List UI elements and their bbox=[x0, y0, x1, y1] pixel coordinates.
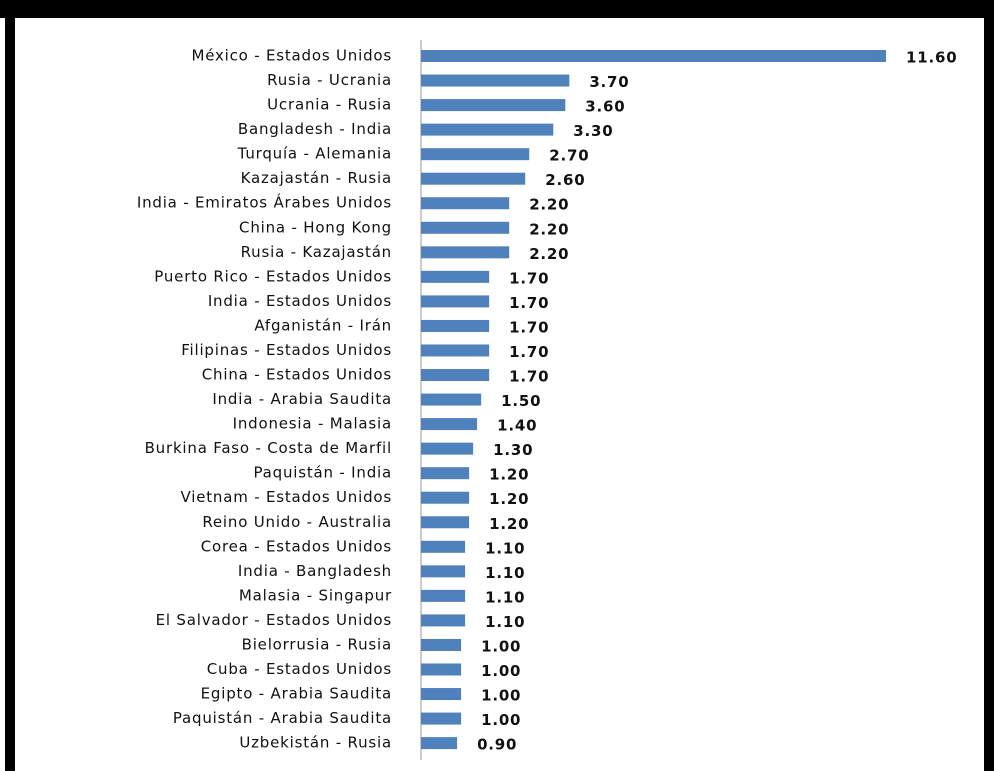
bar bbox=[421, 148, 530, 161]
value-label: 1.00 bbox=[481, 662, 521, 680]
category-label: El Salvador - Estados Unidos bbox=[156, 611, 392, 629]
value-label: 1.10 bbox=[485, 564, 525, 582]
value-label: 3.30 bbox=[573, 122, 613, 140]
value-label: 1.70 bbox=[509, 318, 549, 336]
value-label: 2.20 bbox=[529, 245, 569, 263]
value-label: 1.70 bbox=[509, 343, 549, 361]
bar bbox=[421, 712, 462, 725]
bar bbox=[421, 319, 490, 332]
bar bbox=[421, 418, 478, 431]
category-label: Rusia - Ucrania bbox=[267, 71, 392, 89]
category-label: Filipinas - Estados Unidos bbox=[181, 341, 392, 359]
category-label: México - Estados Unidos bbox=[191, 47, 392, 65]
value-label: 2.20 bbox=[529, 220, 569, 238]
category-label: Malasia - Singapur bbox=[239, 586, 392, 604]
value-label: 1.70 bbox=[509, 269, 549, 287]
category-label: Turquía - Alemania bbox=[237, 145, 392, 163]
category-label: Egipto - Arabia Saudita bbox=[201, 685, 392, 703]
frame-top bbox=[0, 0, 994, 18]
bar bbox=[421, 246, 510, 259]
frame-left bbox=[5, 0, 15, 771]
value-label: 1.00 bbox=[481, 711, 521, 729]
value-label: 1.10 bbox=[485, 613, 525, 631]
bar bbox=[421, 50, 886, 62]
category-label: China - Estados Unidos bbox=[202, 366, 392, 384]
bar bbox=[421, 221, 510, 234]
bar bbox=[421, 393, 482, 406]
category-label: Uzbekistán - Rusia bbox=[239, 734, 392, 752]
category-label: Rusia - Kazajastán bbox=[241, 243, 392, 261]
bar bbox=[421, 197, 510, 210]
value-label: 1.70 bbox=[509, 294, 549, 312]
bar bbox=[421, 516, 470, 529]
bar bbox=[421, 123, 554, 136]
bar bbox=[421, 540, 466, 553]
category-label: Paquistán - India bbox=[253, 464, 392, 482]
bar bbox=[421, 614, 466, 627]
value-label: 2.20 bbox=[529, 196, 569, 214]
category-label: China - Hong Kong bbox=[239, 218, 392, 236]
category-label: Kazajastán - Rusia bbox=[241, 169, 392, 187]
bar bbox=[421, 638, 462, 651]
bar bbox=[421, 344, 490, 357]
category-label: Corea - Estados Unidos bbox=[201, 537, 392, 555]
bar bbox=[421, 491, 470, 504]
category-label: Bangladesh - India bbox=[238, 120, 392, 138]
category-label: India - Bangladesh bbox=[238, 562, 392, 580]
category-label: India - Arabia Saudita bbox=[212, 390, 392, 408]
value-label: 11.60 bbox=[906, 49, 957, 67]
category-label: Vietnam - Estados Unidos bbox=[181, 488, 392, 506]
value-label: 1.40 bbox=[497, 417, 537, 435]
bar bbox=[421, 369, 490, 382]
category-label: Burkina Faso - Costa de Marfil bbox=[145, 439, 392, 457]
value-label: 1.00 bbox=[481, 687, 521, 705]
bar bbox=[421, 74, 570, 87]
category-label: Reino Unido - Australia bbox=[202, 513, 392, 531]
category-label: Bielorrusia - Rusia bbox=[242, 635, 392, 653]
category-label: Paquistán - Arabia Saudita bbox=[173, 709, 392, 727]
bar bbox=[421, 589, 466, 602]
bar bbox=[421, 295, 490, 308]
value-label: 3.70 bbox=[589, 73, 629, 91]
bar bbox=[421, 442, 474, 455]
value-label: 1.10 bbox=[485, 588, 525, 606]
bar bbox=[421, 270, 490, 283]
category-label: Indonesia - Malasia bbox=[233, 415, 392, 433]
category-label: Ucrania - Rusia bbox=[267, 96, 392, 114]
bar bbox=[421, 172, 526, 185]
category-label: Afganistán - Irán bbox=[254, 316, 392, 334]
value-label: 1.70 bbox=[509, 368, 549, 386]
value-label: 2.70 bbox=[549, 147, 589, 165]
category-label: India - Estados Unidos bbox=[208, 292, 392, 310]
value-label: 1.50 bbox=[501, 392, 541, 410]
value-label: 2.60 bbox=[545, 171, 585, 189]
bar bbox=[421, 467, 470, 480]
bar bbox=[421, 99, 566, 112]
value-label: 1.20 bbox=[489, 466, 529, 484]
frame-right bbox=[984, 0, 994, 771]
value-label: 1.30 bbox=[493, 441, 533, 459]
value-label: 1.10 bbox=[485, 539, 525, 557]
bar bbox=[421, 737, 458, 750]
value-label: 3.60 bbox=[585, 98, 625, 116]
category-label: Cuba - Estados Unidos bbox=[207, 660, 392, 678]
category-label: Puerto Rico - Estados Unidos bbox=[154, 267, 392, 285]
bar bbox=[421, 663, 462, 676]
value-label: 0.90 bbox=[477, 736, 517, 754]
bar bbox=[421, 688, 462, 701]
bar bbox=[421, 565, 466, 578]
value-label: 1.00 bbox=[481, 637, 521, 655]
value-label: 1.20 bbox=[489, 515, 529, 533]
category-label: India - Emiratos Árabes Unidos bbox=[137, 193, 392, 212]
value-label: 1.20 bbox=[489, 490, 529, 508]
